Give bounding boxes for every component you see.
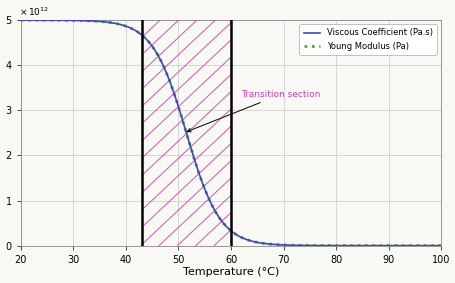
Text: Transition section: Transition section bbox=[187, 90, 320, 132]
X-axis label: Temperature (°C): Temperature (°C) bbox=[182, 267, 278, 277]
Text: $\times\,10^{12}$: $\times\,10^{12}$ bbox=[19, 5, 49, 18]
Legend: Viscous Coefficient (Pa.s), Young Modulus (Pa): Viscous Coefficient (Pa.s), Young Modulu… bbox=[299, 24, 436, 55]
